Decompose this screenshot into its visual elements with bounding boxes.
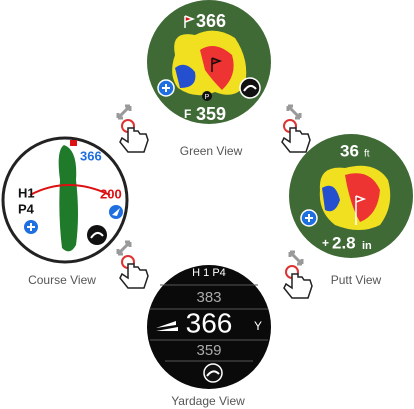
swipe-button[interactable] <box>203 363 223 383</box>
view-label: Putt View <box>331 273 382 287</box>
swipe-icon <box>243 85 257 92</box>
break-sign: + <box>322 236 329 250</box>
front-marker: F <box>184 107 191 121</box>
par: P4 <box>18 201 35 216</box>
green-view: 366 F 359 P Green View <box>147 0 271 158</box>
swipe-button[interactable] <box>239 77 261 99</box>
putt-view: 36 ft + 2.8 in Putt View <box>289 134 413 287</box>
hole-info: H 1 P4 <box>192 267 226 279</box>
break: 2.8 <box>332 233 356 252</box>
front-distance: 359 <box>196 342 221 359</box>
watch-face <box>147 265 271 389</box>
heat-blue <box>175 64 196 88</box>
course-view: 366 H1 P4 200 Course View <box>1 136 129 287</box>
view-label: Yardage View <box>171 394 245 408</box>
flag <box>70 140 77 146</box>
distance: 36 <box>340 141 359 160</box>
layup-arc <box>29 184 111 196</box>
heat-blue <box>322 185 340 212</box>
nav-icon <box>112 208 120 216</box>
yardage-view: H 1 P4 383 366 Y 359 Yardage View <box>147 265 271 408</box>
swipe-icon <box>206 370 220 377</box>
view-label: Green View <box>180 144 243 158</box>
distance-unit: ft <box>364 149 370 160</box>
break-unit: in <box>362 240 372 252</box>
flag-distance: 366 <box>196 11 226 31</box>
view-label: Course View <box>28 273 96 287</box>
plus-icon <box>305 214 313 222</box>
plus-icon <box>162 84 170 92</box>
unit: Y <box>254 319 262 333</box>
heat-red <box>200 46 234 90</box>
swipe-button[interactable] <box>87 225 107 245</box>
flag <box>355 195 367 225</box>
layup-distance: 200 <box>100 186 122 201</box>
green-icon <box>156 321 178 331</box>
pin-badge <box>202 91 212 101</box>
hole: H1 <box>18 185 35 200</box>
swipe-icon <box>90 232 104 239</box>
flag <box>211 57 223 72</box>
front-distance: 359 <box>196 104 226 124</box>
back-distance: 383 <box>196 289 221 306</box>
plus-icon <box>27 223 35 231</box>
pin-marker: P <box>205 94 210 101</box>
fairway <box>58 145 78 252</box>
flag-icon <box>184 15 196 28</box>
flag-distance: 366 <box>80 148 102 163</box>
middle-distance: 366 <box>186 307 233 338</box>
